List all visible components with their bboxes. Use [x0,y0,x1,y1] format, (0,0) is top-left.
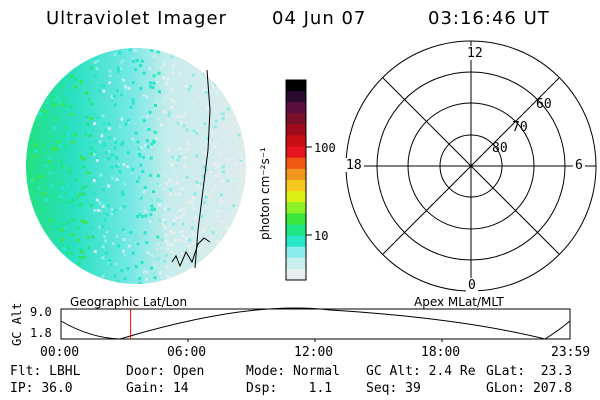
image-title: Ultraviolet Imager [46,8,227,29]
polar-label-noon: 12 [467,46,483,61]
polar-lat-80: 80 [492,141,508,156]
colorbar-band [286,246,306,259]
footer-glon: GLon: 207.8 [486,381,573,396]
colorbar-band [286,191,306,203]
colorbar-band [286,202,306,214]
image-date: 04 Jun 07 [272,8,367,29]
colorbar-band [286,124,306,137]
polar-label-dawn: 6 [575,158,583,173]
colorbar-band [286,157,306,170]
image-time: 03:16:46 UT [428,8,550,29]
timeline-xtick-1: 06:00 [167,345,207,360]
polar-lat-70: 70 [512,120,528,135]
colorbar-band [286,146,306,159]
colorbar-band [286,268,306,281]
colorbar-band [286,102,306,114]
timeline-xtick-4: 23:59 [551,345,591,360]
footer-seq: Seq: 39 [366,381,421,396]
colorbar-band [286,180,306,192]
timeline-xtick-3: 18:00 [421,345,461,360]
colorbar-band [286,168,306,181]
timeline-left-title: Geographic Lat/Lon [70,295,188,309]
polar-label-midnight: 0 [468,278,476,293]
colorbar-band [286,135,306,148]
colorbar-tick-100: 100 [314,141,336,155]
footer-ip: IP: 36.0 [10,381,73,396]
footer-flt: Flt: LBHL [10,364,81,379]
footer-dsp: Dsp: 1.1 [246,381,333,396]
footer-glat: GLat: 23.3 [486,364,573,379]
polar-label-dusk: 18 [346,158,362,173]
colorbar-band [286,113,306,125]
colorbar-band [286,224,306,237]
colorbar-band [286,235,306,248]
polar-lat-60: 60 [536,97,552,112]
timeline-xtick-2: 12:00 [294,345,334,360]
timeline-ytick-1.8: 1.8 [30,326,52,340]
footer-mode: Mode: Normal [246,364,340,379]
colorbar-band [286,257,306,270]
footer-door: Door: Open [126,364,205,379]
colorbar-tick-10: 10 [314,229,329,243]
timeline-xtick-0: 00:00 [40,345,80,360]
timeline-ytick-9: 9.0 [30,305,52,319]
colorbar-band [286,91,306,103]
footer-gc-alt: GC Alt: 2.4 Re [366,364,476,379]
timeline-right-title: Apex MLat/MLT [414,295,504,309]
colorbar-band [286,80,306,92]
footer-gain: Gain: 14 [126,381,189,396]
colorbar-band [286,213,306,225]
